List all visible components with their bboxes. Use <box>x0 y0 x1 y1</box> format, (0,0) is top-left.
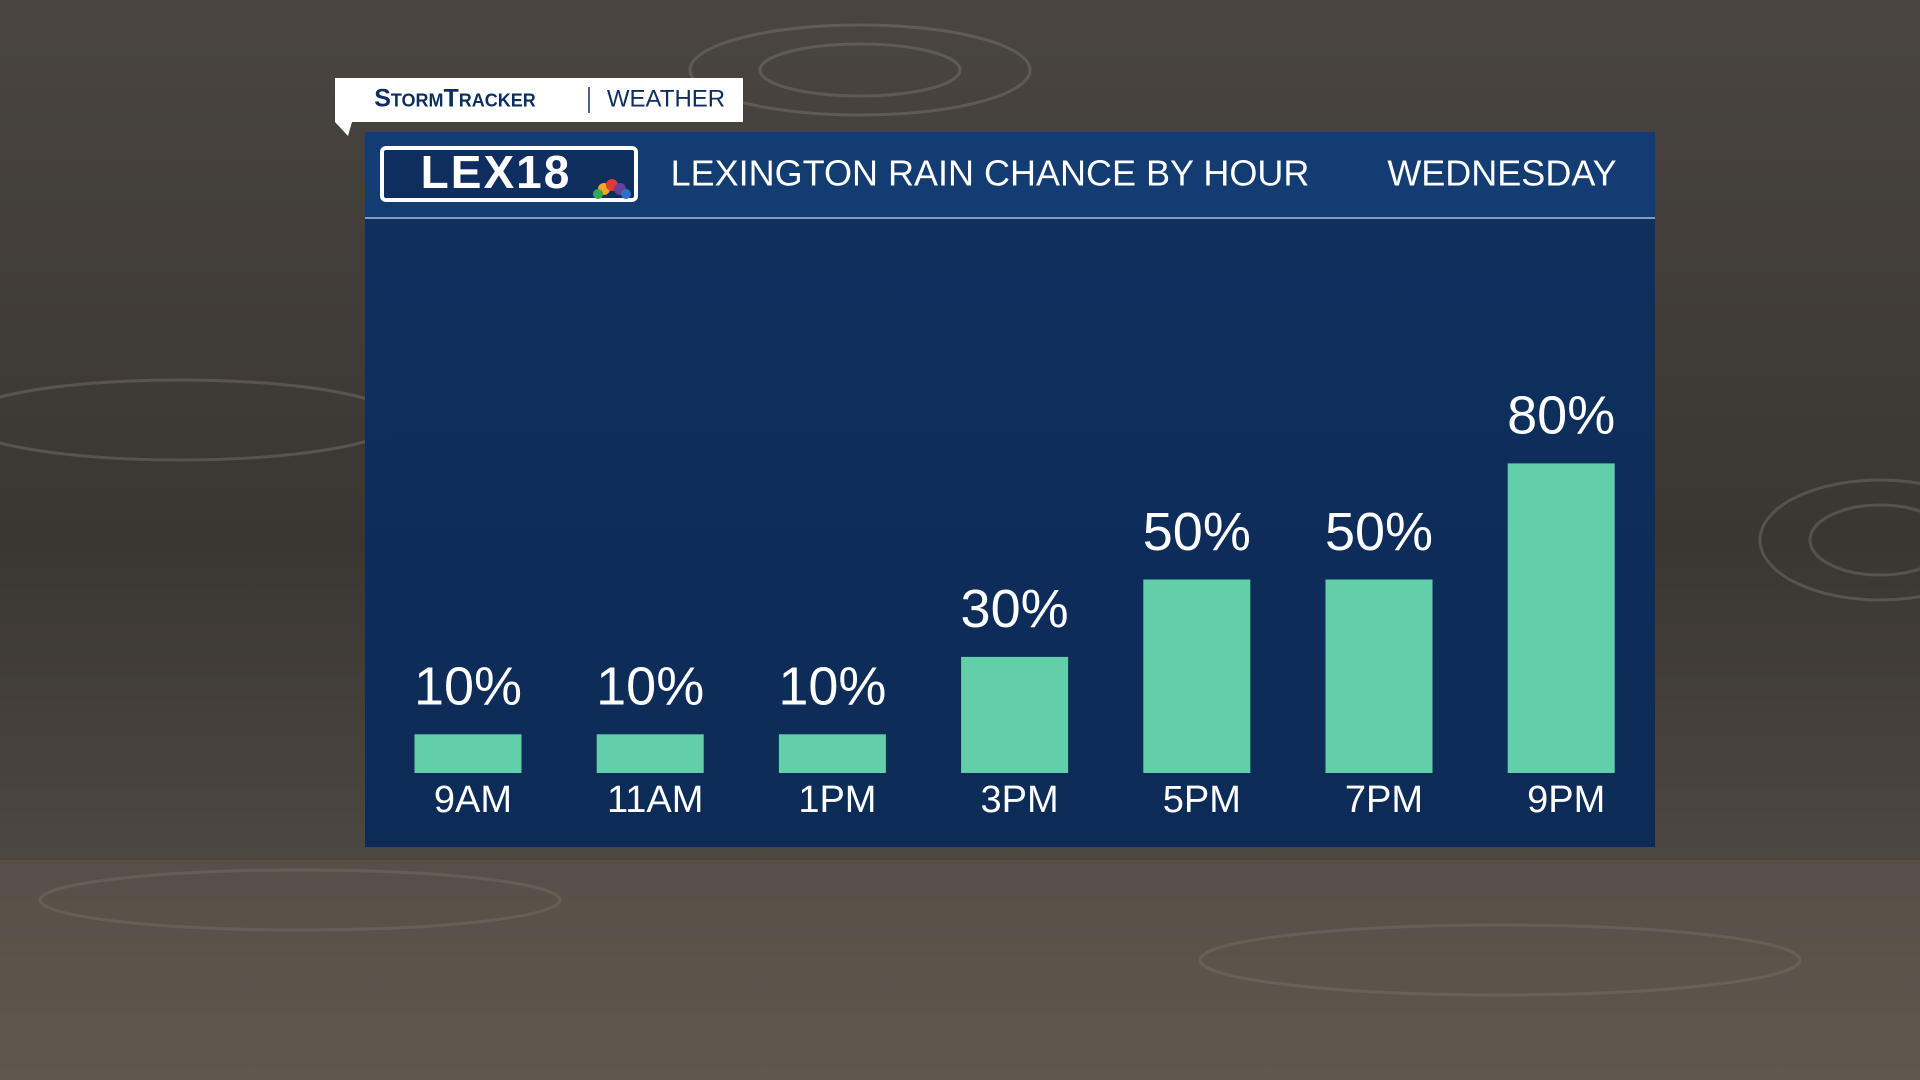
logo: LEX18 <box>421 146 572 198</box>
chart-subtitle: WEDNESDAY <box>1387 153 1616 194</box>
x-tick-label: 7PM <box>1345 779 1423 821</box>
section-name: WEATHER <box>607 85 725 112</box>
value-label: 50% <box>1325 502 1433 562</box>
value-label: 80% <box>1507 386 1615 446</box>
bar <box>596 734 704 773</box>
chart-title: LEXINGTON RAIN CHANCE BY HOUR <box>671 153 1310 194</box>
brand-name: StormTracker <box>374 85 536 113</box>
bar <box>414 734 522 773</box>
bar <box>1325 579 1433 773</box>
value-label: 50% <box>1143 502 1251 562</box>
brand-tag <box>335 78 743 136</box>
plot: 10% 9AM 10% 11AM 10% 1PM 30% 3PM 50% 5PM 50% 7PM 80%… <box>414 386 1615 821</box>
bar <box>1143 579 1251 773</box>
x-tick-label: 3PM <box>981 779 1059 821</box>
logo-box <box>380 146 638 202</box>
value-label: 10% <box>778 657 886 717</box>
x-tick-label: 1PM <box>798 779 876 821</box>
bar <box>1507 463 1615 773</box>
bar <box>778 734 886 773</box>
logo-peacock <box>593 179 631 199</box>
bar <box>961 656 1069 773</box>
value-label: 30% <box>961 579 1069 639</box>
x-tick-label: 9PM <box>1527 779 1605 821</box>
x-tick-label: 9AM <box>434 779 512 821</box>
ripples <box>0 23 1920 997</box>
ground-shade <box>0 860 1920 1080</box>
value-label: 10% <box>414 657 522 717</box>
value-label: 10% <box>596 657 704 717</box>
x-tick-label: 5PM <box>1163 779 1241 821</box>
x-tick-label: 11AM <box>607 779 703 821</box>
